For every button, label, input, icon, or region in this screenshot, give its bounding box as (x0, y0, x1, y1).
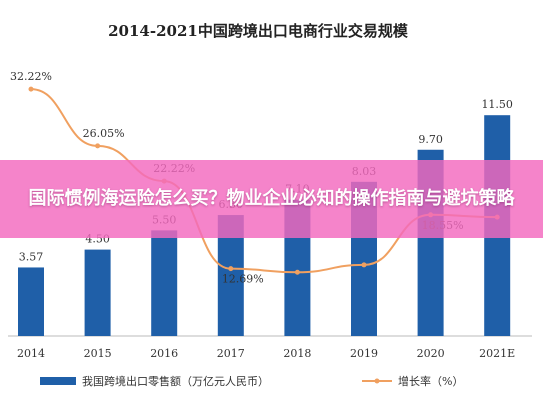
legend-line-marker (374, 378, 380, 384)
x-tick-label: 2018 (283, 347, 311, 360)
growth-marker (361, 262, 367, 268)
x-tick-label: 2019 (350, 347, 378, 360)
x-tick-label: 2014 (17, 347, 45, 360)
bar-value-label: 3.57 (19, 250, 44, 263)
bar (84, 249, 111, 336)
legend-bar-label: 我国跨境出口零售额（万亿元人民币） (82, 374, 269, 388)
growth-value-label: 26.05% (83, 127, 125, 140)
growth-value-label: 12.69% (222, 273, 264, 286)
x-tick-label: 2015 (84, 347, 112, 360)
bar (151, 230, 178, 336)
x-tick-group: 2014 2015 2016 2017 2018 2019 2020 2021E (17, 347, 515, 360)
legend: 我国跨境出口零售额（万亿元人民币） 增长率（%） (40, 374, 463, 388)
x-tick-label: 2020 (417, 347, 445, 360)
growth-marker (28, 86, 34, 92)
bar-value-label: 9.70 (418, 133, 443, 146)
x-tick-label: 2017 (217, 347, 245, 360)
legend-line-label: 增长率（%） (398, 374, 463, 388)
growth-marker (228, 266, 234, 272)
growth-marker (95, 143, 101, 149)
overlay-banner: 国际惯例海运险怎么买？物业企业必知的操作指南与避坑策略 (0, 160, 543, 238)
banner-text: 国际惯例海运险怎么买？物业企业必知的操作指南与避坑策略 (28, 188, 515, 209)
chart-title: 2014-2021中国跨境出口电商行业交易规模 (108, 22, 409, 40)
x-tick-label: 2016 (150, 347, 178, 360)
growth-value-label: 32.22% (10, 70, 52, 83)
x-tick-label: 2021E (479, 347, 515, 360)
growth-marker (294, 269, 300, 275)
bar (18, 267, 44, 336)
legend-bar-swatch (40, 377, 76, 385)
bar-value-label: 11.50 (481, 98, 513, 111)
